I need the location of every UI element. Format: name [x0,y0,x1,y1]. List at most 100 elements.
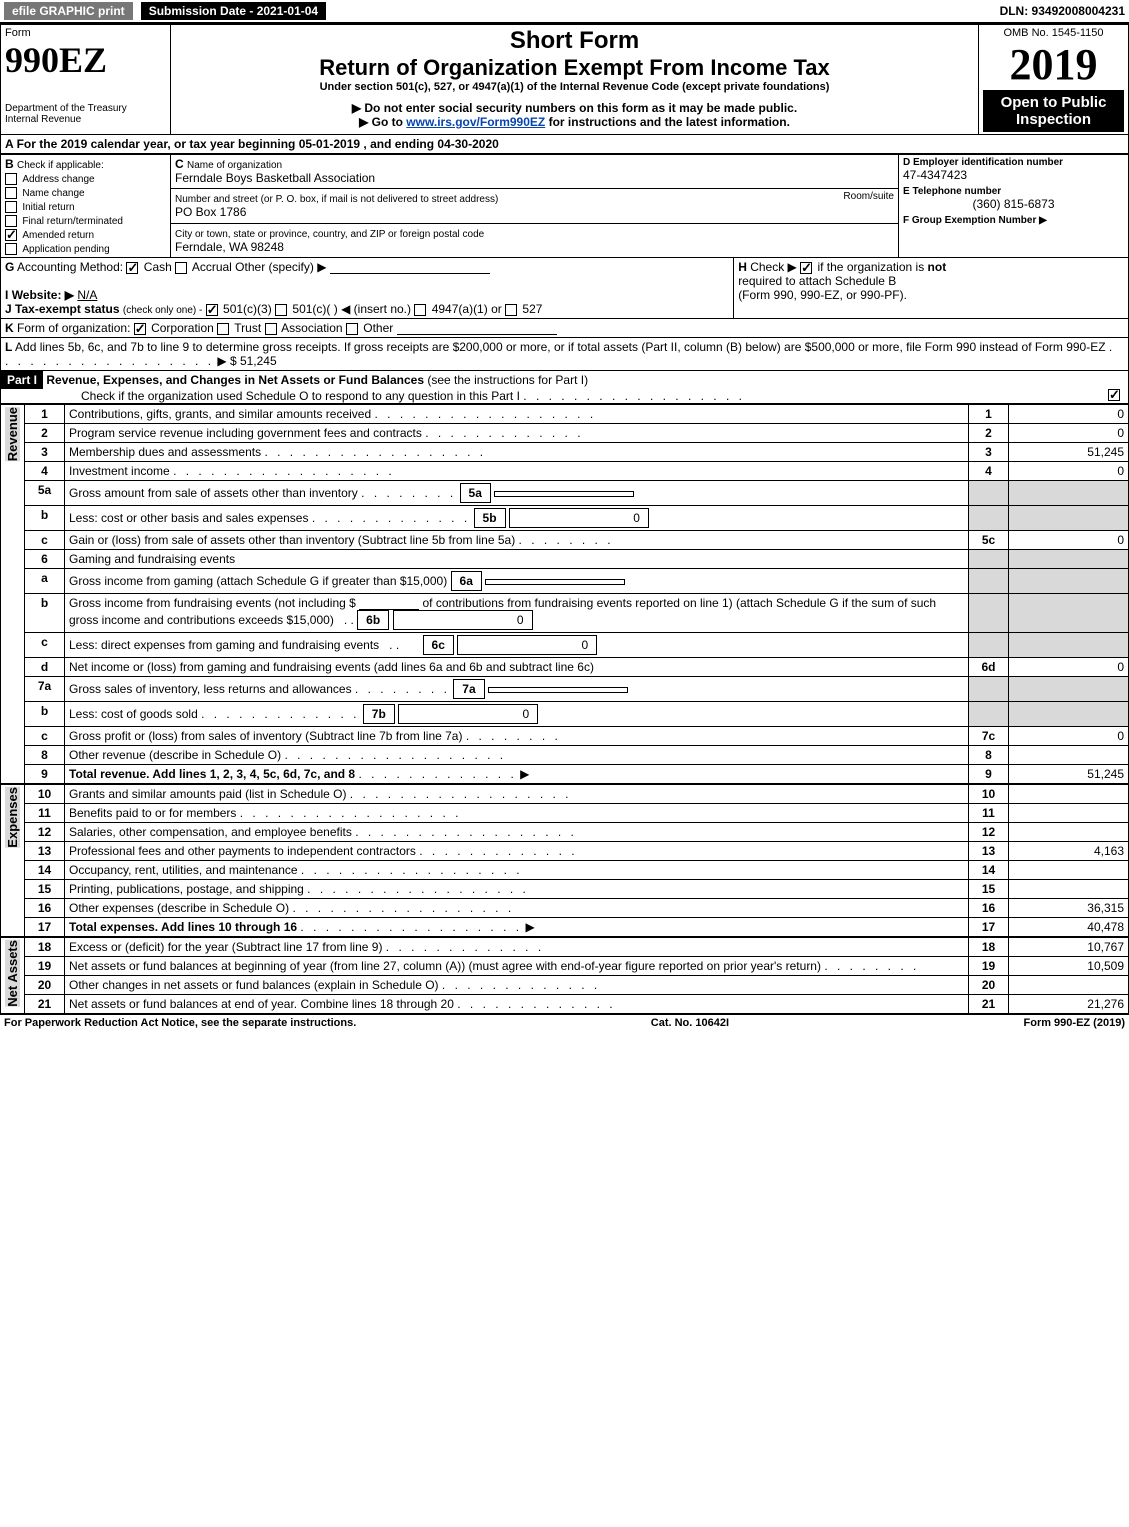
line-6c-text: Less: direct expenses from gaming and fu… [69,638,379,652]
checkbox-association[interactable] [265,323,277,335]
website-value: N/A [77,288,97,302]
efile-print-button[interactable]: efile GRAPHIC print [4,2,133,20]
checkbox-initial-return[interactable] [5,201,17,213]
opt-other-org: Other [363,321,393,335]
checkbox-address-change[interactable] [5,173,17,185]
checkbox-trust[interactable] [217,323,229,335]
cat-number: Cat. No. 10642I [651,1017,729,1029]
line-4-text: Investment income [69,464,170,478]
line-6a-box: 6a [451,571,482,591]
form-word: Form [5,27,166,39]
line-6b-amount-input[interactable] [359,598,419,610]
line-21-value: 21,276 [1009,995,1129,1014]
expenses-section-label: Expenses [5,787,20,848]
dots: . . . . . . . . . . . . . . . . . . [240,806,462,820]
line-6a-shaded [969,569,1009,594]
checkbox-4947[interactable] [414,304,426,316]
pra-notice: For Paperwork Reduction Act Notice, see … [4,1017,356,1029]
line-7a-box: 7a [453,679,484,699]
line-11-value [1009,804,1129,823]
dots: . . . . . . . . [466,729,561,743]
opt-insert-no: ◀ (insert no.) [341,302,411,316]
part1-inst: (see the instructions for Part I) [427,373,588,387]
line-5a-box: 5a [460,483,491,503]
irs-link[interactable]: www.irs.gov/Form990EZ [406,115,545,129]
ssn-notice: ▶ Do not enter social security numbers o… [175,101,974,115]
checkbox-app-pending[interactable] [5,243,17,255]
checkbox-final-return[interactable] [5,215,17,227]
line-6a-boxval [485,579,625,585]
other-method-input[interactable] [330,262,490,274]
part1-check-o-dots: . . . . . . . . . . . . . . . . . . [523,389,745,403]
dots: . . . . . . . . . . . . . . . . . . [173,464,395,478]
line-5a-shaded [969,481,1009,506]
submission-date-button[interactable]: Submission Date - 2021-01-04 [141,2,326,20]
opt-501c3: 501(c)(3) [223,302,272,316]
dots: . . . . . . . . . . . . . . . . . . [292,901,514,915]
checkbox-accrual[interactable] [175,262,187,274]
line-12-text: Salaries, other compensation, and employ… [69,825,352,839]
line-l-table: L Add lines 5b, 6c, and 7b to line 9 to … [0,338,1129,371]
dots: . . . . . . . . . . . . . [201,707,359,721]
line-13-num: 13 [25,842,65,861]
line-18-text: Excess or (deficit) for the year (Subtra… [69,940,382,954]
tax-year: 2019 [983,39,1124,90]
part1-body-table: Revenue 1 Contributions, gifts, grants, … [0,404,1129,1014]
form-number: 990EZ [5,39,166,81]
checkbox-corporation[interactable] [134,323,146,335]
opt-association: Association [281,321,342,335]
line-13-text: Professional fees and other payments to … [69,844,416,858]
opt-accrual: Accrual [192,260,232,274]
checkbox-501c[interactable] [275,304,287,316]
line-6d-text: Net income or (loss) from gaming and fun… [69,660,594,674]
line-18-refnum: 18 [969,937,1009,957]
line-l-value: ▶ $ 51,245 [217,354,276,368]
checkbox-501c3[interactable] [206,304,218,316]
open-public-inspection: Open to Public Inspection [983,90,1124,132]
part1-title: Revenue, Expenses, and Changes in Net As… [46,373,424,387]
checkbox-527[interactable] [505,304,517,316]
line-6-shaded-val [1009,550,1129,569]
line-7a-boxval [488,687,628,693]
arrow-icon: ▶ [525,920,534,934]
ein-value: 47-4347423 [903,168,1124,182]
checkbox-cash[interactable] [126,262,138,274]
box-b-label: B [5,157,14,171]
line-16-num: 16 [25,899,65,918]
checkbox-name-change[interactable] [5,187,17,199]
checkbox-other-org[interactable] [346,323,358,335]
line-6d-num: d [25,658,65,677]
line-14-text: Occupancy, rent, utilities, and maintena… [69,863,298,877]
city-value: Ferndale, WA 98248 [175,240,284,254]
line-17-num: 17 [25,918,65,938]
line-h-text4: (Form 990, 990-EZ, or 990-PF). [738,288,907,302]
box-d-label: D Employer identification number [903,157,1124,168]
other-org-input[interactable] [397,323,557,335]
line-g-label: G [5,260,14,274]
room-suite-label: Room/suite [843,191,894,202]
opt-527: 527 [522,302,542,316]
line-7b-shaded-val [1009,702,1129,727]
goto-suffix: for instructions and the latest informat… [549,115,790,129]
line-21-num: 21 [25,995,65,1014]
line-1-text: Contributions, gifts, grants, and simila… [69,407,371,421]
checkbox-amended-return[interactable] [5,229,17,241]
opt-amended-return: Amended return [22,230,94,241]
line-h-check: Check ▶ [750,260,797,274]
line-17-text: Total expenses. Add lines 10 through 16 [69,920,297,934]
checkbox-sched-b-not-required[interactable] [800,262,812,274]
opt-final-return: Final return/terminated [22,216,123,227]
dots: . . . . . . . . . . . . . . . . . . [301,863,523,877]
org-name: Ferndale Boys Basketball Association [175,171,375,185]
page-footer: For Paperwork Reduction Act Notice, see … [0,1014,1129,1031]
line-6b-boxval: 0 [393,610,533,630]
line-l-label: L [5,340,12,354]
checkbox-schedule-o-part1[interactable] [1108,389,1120,401]
opt-trust: Trust [234,321,261,335]
line-19-text: Net assets or fund balances at beginning… [69,959,821,973]
line-20-text: Other changes in net assets or fund bala… [69,978,439,992]
gh-table: G Accounting Method: Cash Accrual Other … [0,258,1129,319]
line-14-num: 14 [25,861,65,880]
goto-notice: ▶ Go to www.irs.gov/Form990EZ for instru… [175,115,974,129]
dots: . . . . . . . . . . . . . . . . . . [300,920,522,934]
